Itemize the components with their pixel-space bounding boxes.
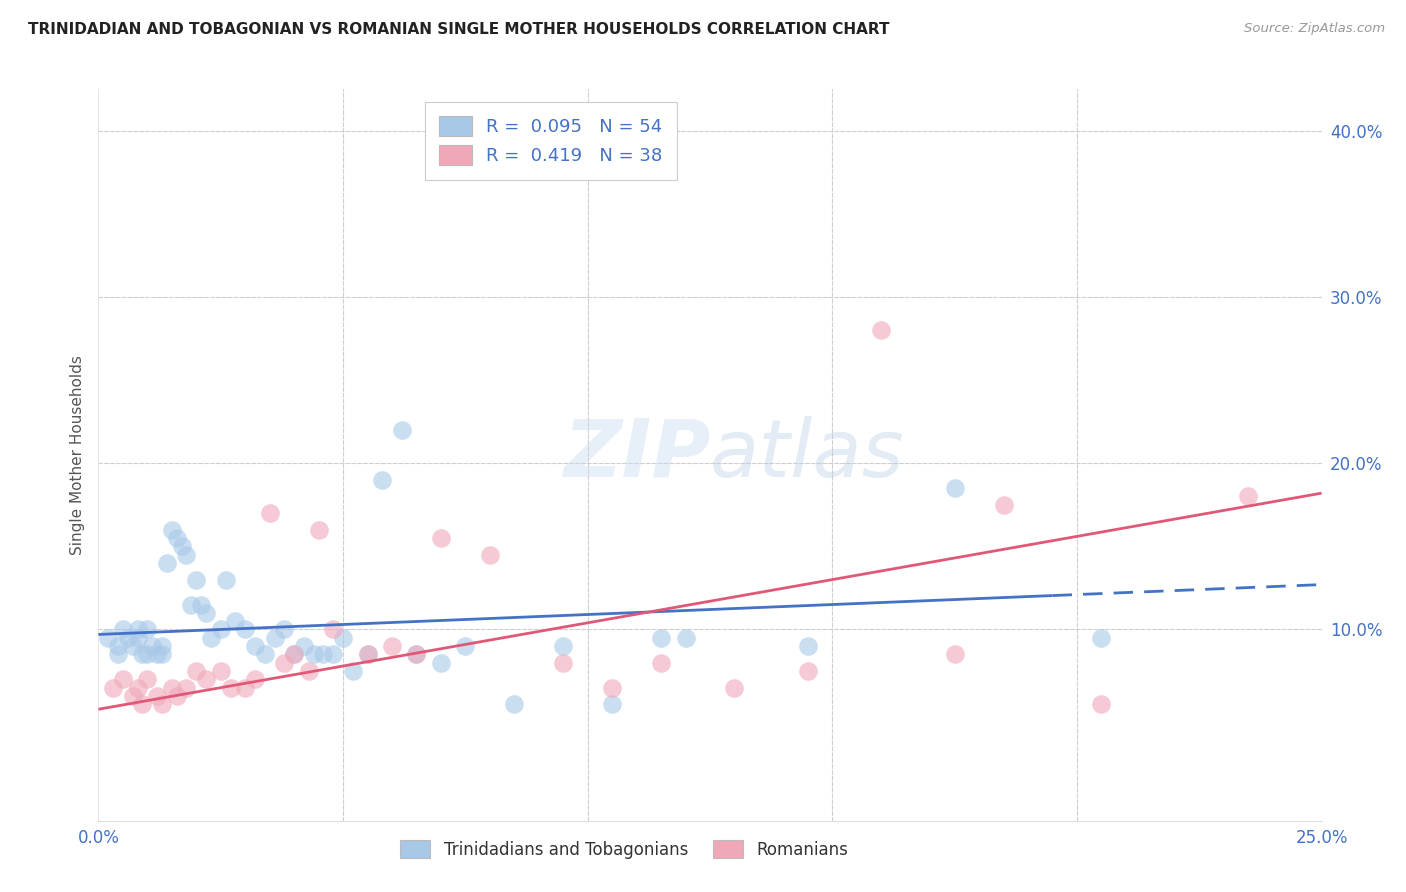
Point bbox=[322, 648, 344, 662]
Point bbox=[298, 664, 321, 678]
Point bbox=[302, 648, 325, 662]
Point bbox=[131, 648, 153, 662]
Point bbox=[150, 639, 173, 653]
Point bbox=[146, 689, 169, 703]
Point bbox=[141, 639, 163, 653]
Point bbox=[150, 648, 173, 662]
Point bbox=[308, 523, 330, 537]
Point bbox=[312, 648, 335, 662]
Point bbox=[1090, 698, 1112, 712]
Point bbox=[283, 648, 305, 662]
Point bbox=[797, 664, 820, 678]
Point bbox=[150, 698, 173, 712]
Point bbox=[160, 523, 183, 537]
Point bbox=[342, 664, 364, 678]
Point bbox=[224, 614, 246, 628]
Point bbox=[111, 623, 134, 637]
Point bbox=[97, 631, 120, 645]
Text: ZIP: ZIP bbox=[562, 416, 710, 494]
Point bbox=[797, 639, 820, 653]
Point bbox=[723, 681, 745, 695]
Point bbox=[478, 548, 501, 562]
Legend: Trinidadians and Tobagonians, Romanians: Trinidadians and Tobagonians, Romanians bbox=[392, 832, 856, 867]
Point bbox=[186, 573, 208, 587]
Point bbox=[322, 623, 344, 637]
Y-axis label: Single Mother Households: Single Mother Households bbox=[69, 355, 84, 555]
Point bbox=[263, 631, 285, 645]
Point bbox=[454, 639, 477, 653]
Point bbox=[356, 648, 378, 662]
Point bbox=[101, 681, 124, 695]
Text: Source: ZipAtlas.com: Source: ZipAtlas.com bbox=[1244, 22, 1385, 36]
Point bbox=[405, 648, 427, 662]
Point bbox=[273, 656, 295, 670]
Text: TRINIDADIAN AND TOBAGONIAN VS ROMANIAN SINGLE MOTHER HOUSEHOLDS CORRELATION CHAR: TRINIDADIAN AND TOBAGONIAN VS ROMANIAN S… bbox=[28, 22, 890, 37]
Point bbox=[1090, 631, 1112, 645]
Text: atlas: atlas bbox=[710, 416, 905, 494]
Point bbox=[190, 598, 212, 612]
Point bbox=[356, 648, 378, 662]
Point bbox=[146, 648, 169, 662]
Point bbox=[273, 623, 295, 637]
Point bbox=[166, 531, 188, 545]
Point bbox=[160, 681, 183, 695]
Point bbox=[259, 506, 281, 520]
Point bbox=[600, 698, 623, 712]
Point bbox=[391, 423, 413, 437]
Point bbox=[214, 573, 236, 587]
Point bbox=[176, 681, 198, 695]
Point bbox=[186, 664, 208, 678]
Point bbox=[283, 648, 305, 662]
Point bbox=[233, 623, 256, 637]
Point bbox=[650, 631, 672, 645]
Point bbox=[107, 648, 129, 662]
Point bbox=[943, 648, 966, 662]
Point bbox=[253, 648, 276, 662]
Point bbox=[166, 689, 188, 703]
Point bbox=[233, 681, 256, 695]
Point bbox=[675, 631, 697, 645]
Point bbox=[430, 531, 453, 545]
Point bbox=[381, 639, 404, 653]
Point bbox=[176, 548, 198, 562]
Point bbox=[553, 639, 575, 653]
Point bbox=[371, 473, 394, 487]
Point bbox=[200, 631, 222, 645]
Point bbox=[195, 673, 218, 687]
Point bbox=[503, 698, 526, 712]
Point bbox=[209, 623, 232, 637]
Point bbox=[121, 639, 143, 653]
Point bbox=[332, 631, 354, 645]
Point bbox=[243, 639, 266, 653]
Point bbox=[117, 631, 139, 645]
Point bbox=[127, 631, 149, 645]
Point bbox=[111, 673, 134, 687]
Point bbox=[209, 664, 232, 678]
Point bbox=[292, 639, 315, 653]
Point bbox=[195, 606, 218, 620]
Point bbox=[553, 656, 575, 670]
Point bbox=[243, 673, 266, 687]
Point bbox=[136, 623, 159, 637]
Point bbox=[430, 656, 453, 670]
Point bbox=[993, 498, 1015, 512]
Point bbox=[136, 648, 159, 662]
Point bbox=[121, 689, 143, 703]
Point bbox=[127, 623, 149, 637]
Point bbox=[131, 698, 153, 712]
Point bbox=[1237, 490, 1260, 504]
Point bbox=[156, 556, 179, 570]
Point bbox=[219, 681, 242, 695]
Point bbox=[943, 481, 966, 495]
Point bbox=[180, 598, 202, 612]
Point bbox=[600, 681, 623, 695]
Point bbox=[127, 681, 149, 695]
Point bbox=[870, 323, 893, 337]
Point bbox=[405, 648, 427, 662]
Point bbox=[650, 656, 672, 670]
Point bbox=[170, 539, 193, 553]
Point bbox=[107, 639, 129, 653]
Point bbox=[136, 673, 159, 687]
